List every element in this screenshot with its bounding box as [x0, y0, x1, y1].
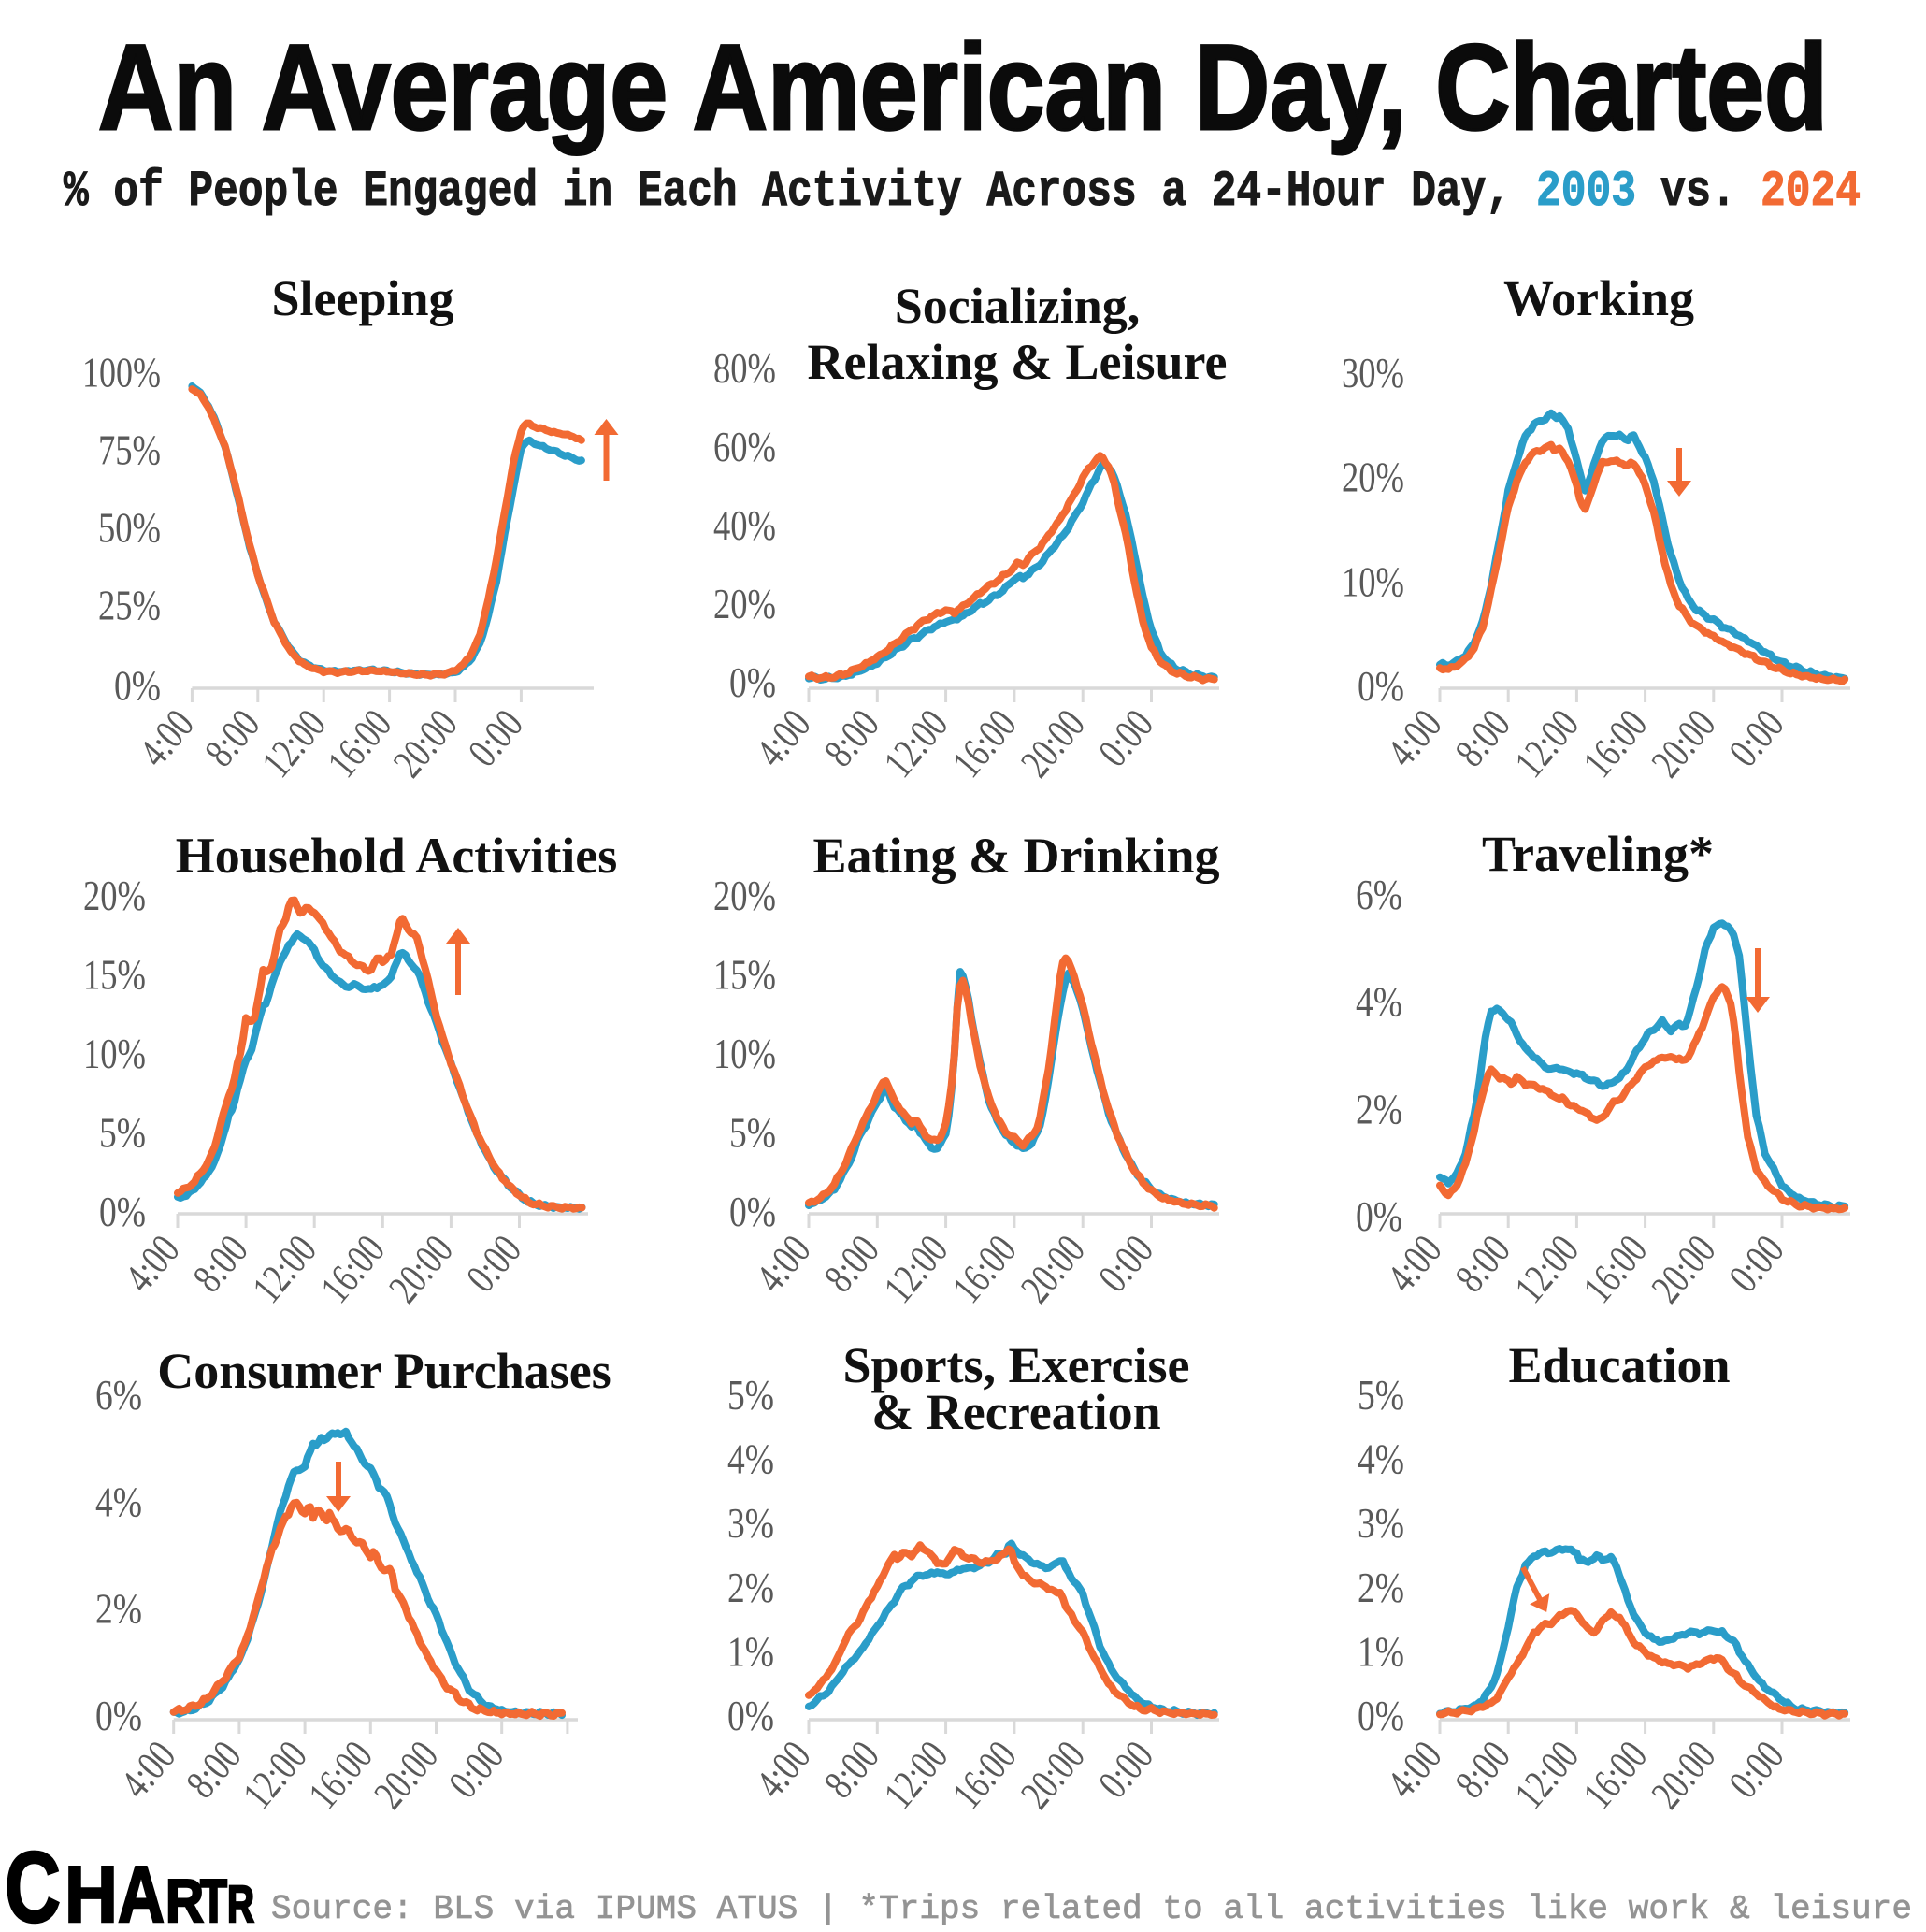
- svg-text:40%: 40%: [713, 501, 776, 549]
- svg-text:5%: 5%: [1358, 1371, 1404, 1419]
- svg-text:60%: 60%: [713, 423, 776, 470]
- svg-text:0%: 0%: [114, 662, 161, 710]
- svg-text:& Recreation: & Recreation: [871, 1384, 1160, 1440]
- svg-text:vs.: vs.: [1660, 164, 1736, 221]
- svg-text:0%: 0%: [99, 1188, 146, 1235]
- svg-text:10%: 10%: [83, 1030, 146, 1077]
- svg-text:R: R: [165, 1867, 204, 1932]
- svg-text:4%: 4%: [1358, 1435, 1404, 1483]
- svg-text:T: T: [200, 1867, 227, 1932]
- svg-text:Education: Education: [1508, 1337, 1730, 1393]
- svg-text:20%: 20%: [1342, 454, 1404, 501]
- svg-text:0%: 0%: [1356, 1192, 1402, 1240]
- svg-text:Eating & Drinking: Eating & Drinking: [812, 828, 1219, 884]
- svg-text:2024: 2024: [1761, 164, 1861, 221]
- svg-text:20%: 20%: [83, 872, 146, 919]
- svg-text:0%: 0%: [729, 658, 776, 706]
- svg-text:1%: 1%: [1358, 1627, 1404, 1675]
- svg-text:Sleeping: Sleeping: [271, 270, 453, 326]
- svg-text:100%: 100%: [82, 349, 161, 396]
- svg-text:5%: 5%: [727, 1371, 774, 1419]
- svg-text:5%: 5%: [729, 1109, 776, 1157]
- svg-text:Source: BLS via IPUMS ATUS | *: Source: BLS via IPUMS ATUS | *Trips rela…: [271, 1890, 1912, 1928]
- svg-text:5%: 5%: [99, 1109, 146, 1157]
- svg-text:H: H: [65, 1851, 118, 1932]
- svg-text:C: C: [5, 1832, 61, 1932]
- svg-text:4%: 4%: [1356, 978, 1402, 1026]
- svg-text:0%: 0%: [729, 1188, 776, 1235]
- svg-text:15%: 15%: [713, 951, 776, 999]
- svg-text:0%: 0%: [95, 1692, 142, 1739]
- svg-text:0%: 0%: [1358, 662, 1404, 710]
- svg-text:2%: 2%: [1358, 1564, 1404, 1611]
- svg-text:0%: 0%: [727, 1692, 774, 1739]
- svg-text:3%: 3%: [1358, 1499, 1404, 1547]
- svg-text:Sports, Exercise: Sports, Exercise: [843, 1337, 1190, 1393]
- svg-text:Working: Working: [1503, 270, 1694, 326]
- svg-text:2%: 2%: [1356, 1085, 1402, 1132]
- svg-text:50%: 50%: [98, 504, 161, 552]
- svg-text:30%: 30%: [1342, 349, 1404, 396]
- svg-text:25%: 25%: [98, 582, 161, 629]
- svg-text:6%: 6%: [1356, 871, 1402, 918]
- svg-text:4%: 4%: [95, 1478, 142, 1525]
- svg-text:0%: 0%: [1358, 1692, 1404, 1739]
- svg-text:Relaxing & Leisure: Relaxing & Leisure: [808, 334, 1228, 390]
- svg-text:Consumer Purchases: Consumer Purchases: [157, 1343, 611, 1399]
- svg-text:20%: 20%: [713, 872, 776, 919]
- svg-text:80%: 80%: [713, 344, 776, 392]
- svg-text:1%: 1%: [727, 1627, 774, 1675]
- svg-text:Traveling*: Traveling*: [1482, 826, 1714, 882]
- svg-text:Household Activities: Household Activities: [176, 828, 618, 884]
- svg-text:An Average American Day, Chart: An Average American Day, Charted: [98, 20, 1828, 155]
- svg-text:A: A: [118, 1851, 165, 1932]
- svg-text:20%: 20%: [713, 580, 776, 627]
- svg-text:2003: 2003: [1536, 164, 1636, 221]
- svg-text:2%: 2%: [727, 1564, 774, 1611]
- svg-text:10%: 10%: [1342, 557, 1404, 605]
- svg-text:% of People Engaged in Each Ac: % of People Engaged in Each Activity Acr…: [64, 164, 1511, 221]
- svg-text:15%: 15%: [83, 951, 146, 999]
- svg-text:6%: 6%: [95, 1371, 142, 1419]
- svg-text:4%: 4%: [727, 1435, 774, 1483]
- svg-text:75%: 75%: [98, 426, 161, 474]
- svg-text:3%: 3%: [727, 1499, 774, 1547]
- svg-text:R: R: [227, 1876, 254, 1932]
- svg-text:Socializing,: Socializing,: [895, 278, 1141, 334]
- svg-text:10%: 10%: [713, 1030, 776, 1077]
- svg-text:2%: 2%: [95, 1585, 142, 1633]
